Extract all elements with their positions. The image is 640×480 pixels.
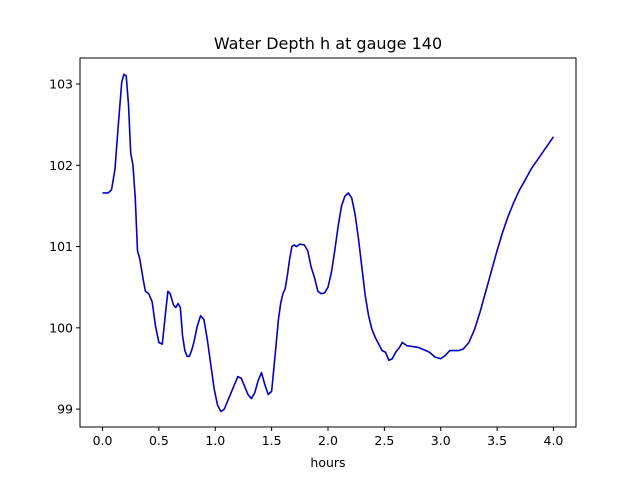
- x-tick-label: 1.0: [205, 433, 225, 448]
- y-tick-label: 101: [49, 239, 73, 254]
- x-tick-label: 3.0: [431, 433, 451, 448]
- x-tick-label: 0.0: [93, 433, 113, 448]
- axes-frame: [79, 57, 577, 428]
- x-tick-label: 2.5: [374, 433, 394, 448]
- x-axis-label: hours: [310, 455, 345, 470]
- y-tick-label: 99: [57, 402, 73, 417]
- y-tick-label: 103: [49, 77, 73, 92]
- x-tick-label: 0.5: [149, 433, 169, 448]
- x-tick-label: 4.0: [544, 433, 564, 448]
- y-tick-label: 102: [49, 158, 73, 173]
- plot-area: 0.0 0.5 1.0 1.5 2.0 2.5 3.0 3.5 4.0 99 100 101 102 10…: [49, 57, 577, 448]
- x-tick-label: 2.0: [318, 433, 338, 448]
- x-tick-label: 1.5: [262, 433, 282, 448]
- series-line-0: [102, 73, 555, 413]
- x-tick-label: 3.5: [487, 433, 507, 448]
- y-tick-label: 100: [49, 320, 73, 335]
- chart-title: Water Depth h at gauge 140: [214, 34, 442, 53]
